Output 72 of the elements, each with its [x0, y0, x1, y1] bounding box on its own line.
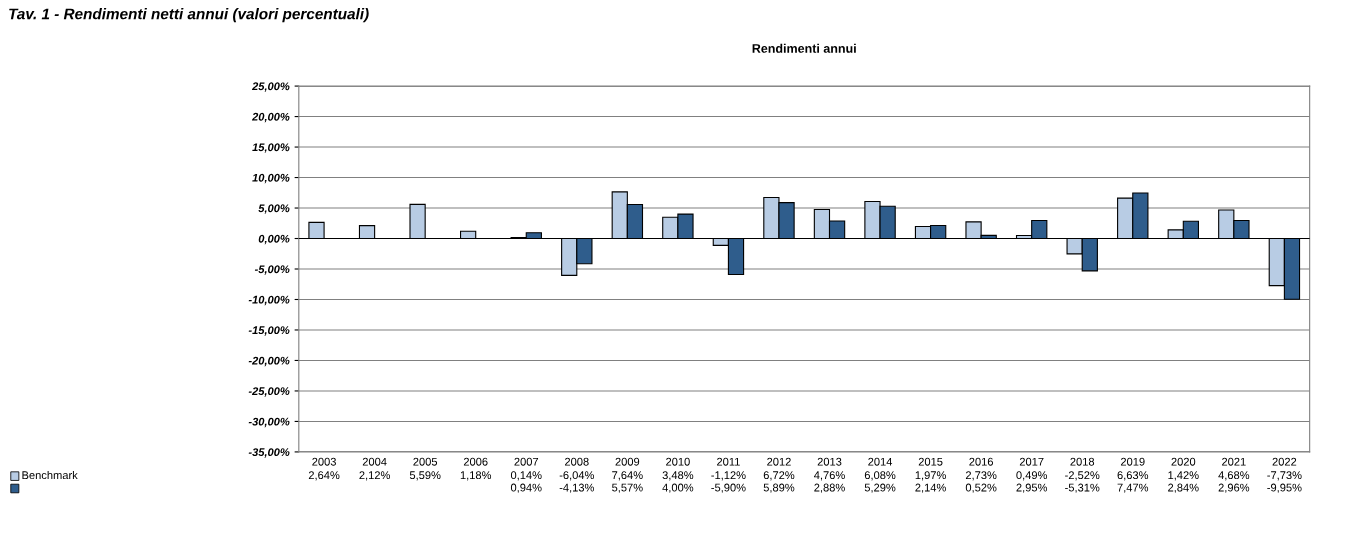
- x-tick-label: 2009: [615, 457, 640, 466]
- data-label: 6,08%: [864, 471, 896, 481]
- data-label: -9,95%: [1267, 483, 1302, 493]
- y-tick-label: -25,00%: [248, 387, 290, 397]
- chart-title: Rendimenti annui: [752, 43, 856, 53]
- x-tick-label: 2003: [312, 457, 336, 466]
- data-label: 2,96%: [1218, 483, 1250, 493]
- x-tick-label: 2019: [1120, 457, 1145, 466]
- y-tick-label: 20,00%: [251, 112, 290, 123]
- data-label: 3,48%: [662, 471, 694, 481]
- x-tick-label: 2010: [666, 457, 690, 466]
- x-tick-label: 2007: [514, 457, 539, 466]
- legend-label: Benchmark: [22, 470, 78, 480]
- data-label: 5,29%: [864, 483, 896, 493]
- data-label: 1,97%: [915, 471, 946, 481]
- y-tick-label: -10,00%: [248, 295, 290, 306]
- x-tick-label: 2020: [1171, 457, 1196, 466]
- data-label: 4,00%: [662, 483, 694, 493]
- y-tick-label: 25,00%: [251, 82, 290, 92]
- y-tick-label: -15,00%: [248, 326, 290, 336]
- data-label: 5,89%: [763, 483, 795, 493]
- data-label: 5,59%: [409, 471, 441, 481]
- text: Tav. 1 - Rendimenti netti annui (valori percentuali): [9, 8, 369, 23]
- y-tick-label: -30,00%: [248, 417, 290, 428]
- data-label: -5,90%: [711, 483, 746, 493]
- data-label: 2,64%: [308, 471, 340, 481]
- x-tick-label: 2015: [918, 457, 943, 466]
- x-tick-label: 2014: [868, 457, 893, 466]
- data-label: 0,14%: [510, 471, 542, 481]
- data-label: 6,72%: [763, 471, 795, 481]
- data-label: 0,49%: [1016, 471, 1048, 481]
- data-label: 5,57%: [612, 483, 643, 493]
- data-label: -5,31%: [1065, 483, 1100, 493]
- y-tick-label: -35,00%: [248, 448, 290, 458]
- x-tick-label: 2018: [1070, 457, 1095, 466]
- x-tick-label: 2012: [767, 457, 791, 466]
- data-label: -4,13%: [559, 483, 594, 493]
- x-tick-label: 2011: [717, 457, 740, 466]
- data-label: -6,04%: [559, 471, 594, 481]
- data-label: 2,84%: [1168, 483, 1199, 493]
- data-label: -2,52%: [1065, 471, 1100, 481]
- data-label: 6,63%: [1117, 471, 1149, 481]
- y-tick-label: 15,00%: [252, 143, 290, 153]
- data-label: 7,64%: [612, 471, 643, 481]
- data-label: 2,73%: [965, 471, 997, 481]
- data-label: 7,47%: [1117, 483, 1149, 493]
- data-label: -1,12%: [711, 471, 746, 481]
- data-label: 1,18%: [460, 471, 492, 481]
- data-label: 4,76%: [814, 471, 845, 481]
- x-tick-label: 2017: [1019, 457, 1044, 466]
- x-tick-label: 2005: [413, 457, 438, 466]
- x-tick-label: 2021: [1222, 457, 1246, 466]
- data-label: 2,95%: [1016, 483, 1048, 493]
- data-label: -7,73%: [1267, 471, 1302, 481]
- x-tick-label: 2006: [463, 457, 488, 466]
- y-tick-label: 5,00%: [258, 204, 290, 214]
- y-tick-label: 0,00%: [258, 234, 290, 245]
- x-tick-label: 2013: [817, 457, 842, 466]
- y-tick-label: -5,00%: [254, 265, 290, 275]
- data-label: 2,88%: [814, 483, 845, 493]
- y-tick-label: -20,00%: [248, 356, 290, 367]
- data-label: 2,14%: [915, 483, 946, 493]
- x-tick-label: 2022: [1272, 457, 1297, 466]
- x-tick-label: 2016: [969, 457, 993, 466]
- x-tick-label: 2004: [362, 457, 387, 466]
- data-label: 1,42%: [1168, 471, 1199, 481]
- data-label: 0,52%: [965, 483, 997, 493]
- data-label: 0,94%: [510, 483, 542, 493]
- data-label: 2,12%: [359, 471, 390, 481]
- y-tick-label: 10,00%: [252, 173, 290, 184]
- x-tick-label: 2008: [565, 457, 589, 466]
- data-label: 4,68%: [1218, 471, 1250, 481]
